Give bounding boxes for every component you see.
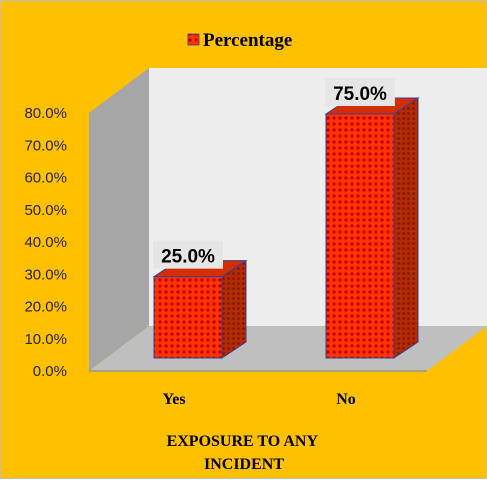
x-axis-title-line-1: EXPOSURE TO ANY (167, 433, 319, 450)
x-tick-label: Yes (162, 391, 185, 408)
legend-swatch (187, 33, 200, 46)
data-label-box (325, 78, 395, 106)
y-tick-label: 40.0% (24, 234, 67, 251)
legend: Percentage (187, 30, 292, 51)
chart-side-wall (89, 68, 149, 371)
chart-floor (89, 326, 487, 371)
legend-label: Percentage (203, 30, 292, 51)
y-tick-label: 80.0% (24, 105, 67, 122)
data-labels: 25.0% 75.0% (153, 78, 395, 269)
bar-front-face (153, 276, 223, 359)
y-tick-label: 70.0% (24, 137, 67, 154)
bar-side-face (221, 259, 247, 359)
x-tick-label: No (336, 391, 356, 408)
bar-yes (152, 259, 248, 359)
y-tick-label: 20.0% (24, 299, 67, 316)
y-axis: 0.0% 10.0% 20.0% 30.0% 40.0% 50.0% 60.0% 70.0% 8… (24, 105, 67, 380)
bar-side-face (393, 97, 419, 359)
data-label: 75.0% (333, 84, 387, 105)
data-label-box (153, 240, 223, 269)
bars (152, 97, 420, 359)
x-axis-title-line-2: INCIDENT (204, 456, 284, 473)
bar-front-face (325, 113, 395, 359)
y-tick-label: 60.0% (24, 170, 67, 187)
data-label: 25.0% (161, 247, 215, 268)
y-tick-label: 0.0% (33, 363, 67, 380)
bar-no (324, 97, 420, 359)
x-axis-title: EXPOSURE TO ANY INCIDENT (167, 433, 322, 473)
x-axis: Yes No (162, 391, 355, 408)
y-tick-label: 50.0% (24, 202, 67, 219)
y-tick-label: 30.0% (24, 266, 67, 283)
y-tick-label: 10.0% (24, 331, 67, 348)
